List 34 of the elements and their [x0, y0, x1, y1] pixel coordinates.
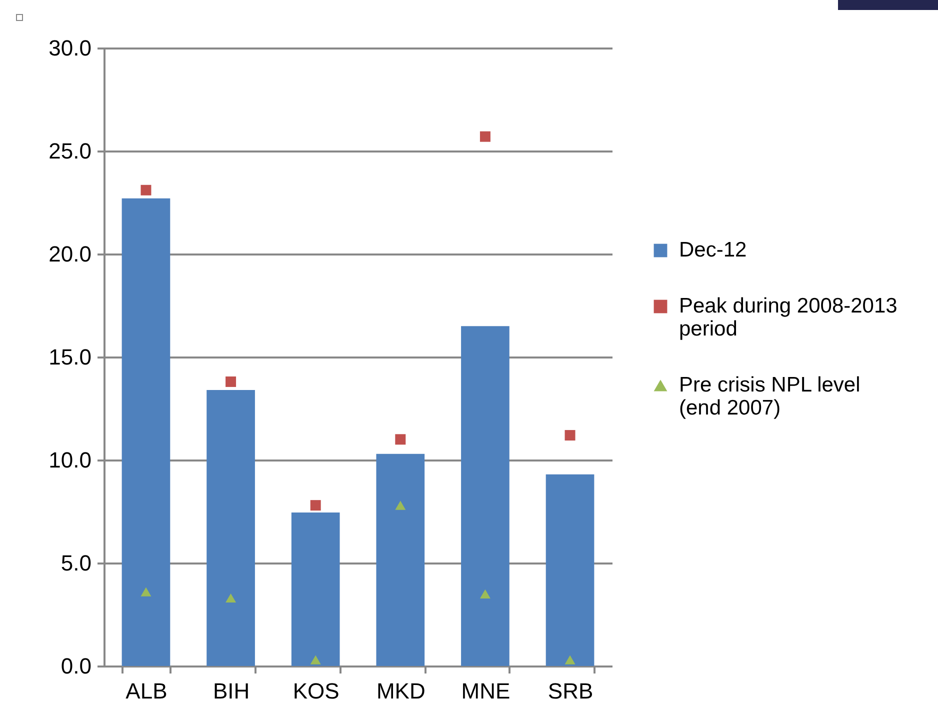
- x-tick-label: KOS: [292, 678, 340, 704]
- point: [140, 184, 152, 196]
- bar: [461, 326, 510, 666]
- bar: [546, 474, 594, 666]
- x-tick-label: MKD: [376, 678, 426, 704]
- point: [395, 500, 406, 510]
- legend-label: Peak during 2008-2013 period: [679, 294, 898, 340]
- x-tick-label: SRB: [548, 678, 594, 704]
- point: [226, 376, 236, 387]
- x-tick-label: MNE: [461, 678, 510, 704]
- point: [480, 589, 490, 598]
- legend-label: Pre crisis NPL level (end 2007): [679, 374, 860, 420]
- point: [564, 430, 576, 441]
- x-tick-label: BIH: [212, 678, 250, 704]
- bar: [206, 390, 255, 666]
- bar: [376, 454, 425, 666]
- y-tick-label: 15.0: [48, 344, 92, 370]
- x-tick-label: ALB: [126, 678, 168, 704]
- y-tick-label: 10.0: [48, 448, 92, 472]
- point: [564, 655, 576, 664]
- point: [310, 500, 321, 511]
- bar: [122, 198, 170, 666]
- point: [310, 655, 321, 664]
- y-tick-label: 5.0: [60, 550, 92, 576]
- legend-label: Dec-12: [679, 238, 747, 262]
- y-tick-label: 20.0: [48, 242, 92, 266]
- point: [140, 587, 152, 596]
- point: [480, 131, 490, 142]
- y-tick-label: 0.0: [60, 654, 92, 678]
- y-tick-label: 30.0: [48, 36, 92, 60]
- y-tick-label: 25.0: [48, 138, 92, 164]
- bar: [291, 512, 340, 666]
- point: [395, 434, 406, 445]
- point: [226, 593, 236, 603]
